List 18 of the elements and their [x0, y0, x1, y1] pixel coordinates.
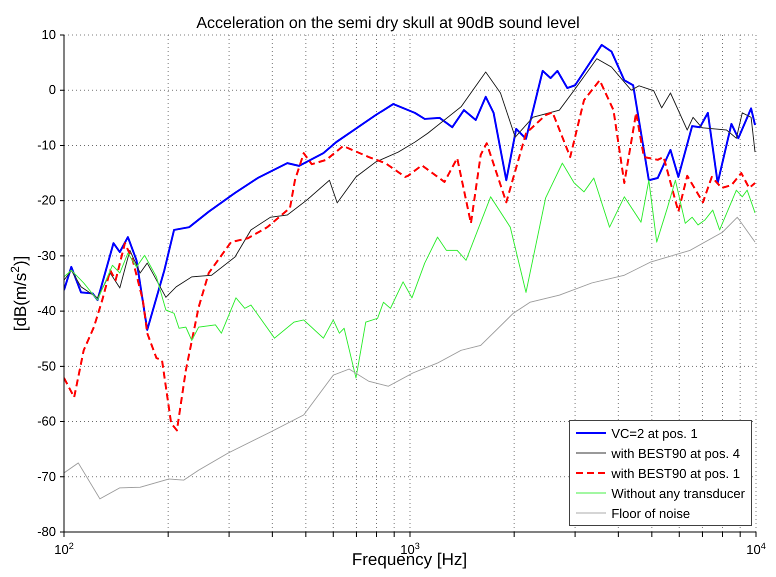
- y-tick-label: 0: [48, 82, 56, 98]
- y-tick-label: -70: [37, 468, 56, 484]
- chart-title: Acceleration on the semi dry skull at 90dB sound level: [196, 15, 580, 32]
- y-tick-label: -10: [37, 137, 56, 152]
- x-tick-label: 10$^{4}$: [746, 541, 766, 557]
- y-tick-label: -60: [37, 414, 56, 429]
- y-tick-label: 10: [42, 27, 56, 42]
- legend-label: Floor of noise: [611, 506, 690, 520]
- legend-label: with BEST90 at pos. 1: [611, 466, 740, 480]
- y-tick-label: -30: [37, 248, 56, 263]
- legend-label: Without any transducer: [611, 486, 745, 500]
- legend-label: VC=2 at pos. 1: [611, 426, 698, 440]
- y-tick-label: -50: [37, 358, 56, 374]
- x-tick-label: 10$^{2}$: [54, 541, 74, 557]
- y-tick-label: -40: [37, 303, 56, 318]
- y-tick-label: -80: [37, 524, 56, 539]
- legend-label: with BEST90 at pos. 4: [611, 446, 740, 460]
- y-tick-label: -20: [37, 192, 56, 208]
